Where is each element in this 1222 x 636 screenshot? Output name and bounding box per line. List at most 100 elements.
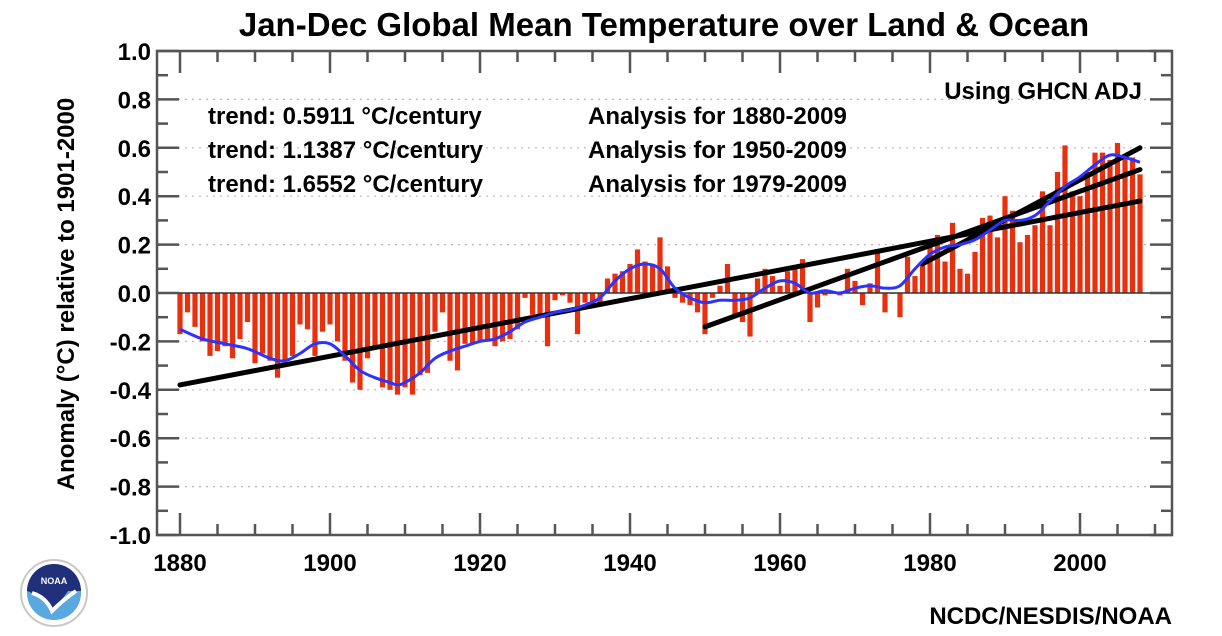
bar-1998 bbox=[1062, 145, 1068, 293]
bar-1900 bbox=[327, 293, 333, 325]
bar-1940 bbox=[627, 263, 633, 293]
bar-1956 bbox=[747, 293, 753, 337]
bar-1880 bbox=[177, 293, 183, 335]
bar-1919 bbox=[469, 293, 476, 344]
bar-2005 bbox=[1114, 142, 1121, 293]
bar-1915 bbox=[439, 293, 446, 313]
trend-annotations: trend: 0.5911 °C/century Analysis for 18… bbox=[208, 103, 847, 198]
logo-text: NOAA bbox=[41, 576, 68, 586]
bar-1983 bbox=[949, 222, 956, 293]
bar-1965 bbox=[814, 293, 821, 308]
bar-1946 bbox=[672, 293, 678, 298]
y-tick-label: -0.6 bbox=[110, 426, 151, 453]
y-tick-label: -0.4 bbox=[110, 378, 152, 405]
bar-1962 bbox=[792, 268, 798, 293]
bar-2004 bbox=[1107, 159, 1113, 293]
bar-1949 bbox=[694, 293, 701, 313]
bar-1997 bbox=[1054, 172, 1061, 293]
bar-1976 bbox=[897, 293, 903, 318]
bar-1994 bbox=[1032, 225, 1038, 293]
y-tick-label: 0.4 bbox=[118, 184, 152, 211]
bar-1986 bbox=[972, 251, 978, 293]
bar-1902 bbox=[342, 293, 348, 361]
bar-1980 bbox=[927, 247, 933, 293]
bar-1996 bbox=[1047, 225, 1053, 293]
bar-1938 bbox=[612, 273, 618, 293]
bar-2003 bbox=[1099, 152, 1106, 293]
noaa-logo: NOAA bbox=[20, 559, 88, 627]
y-tick-label: -0.2 bbox=[110, 329, 151, 356]
axis-ticks bbox=[157, 49, 1172, 537]
bar-2008 bbox=[1137, 174, 1143, 293]
analysis-label-1979: Analysis for 1979-2009 bbox=[588, 171, 847, 198]
bar-1973 bbox=[874, 251, 881, 293]
bar-1911 bbox=[409, 293, 416, 395]
x-tick-label: 1900 bbox=[303, 550, 356, 577]
bar-1927 bbox=[529, 293, 536, 315]
bar-1937 bbox=[604, 278, 611, 293]
bar-1888 bbox=[237, 293, 243, 339]
bar-1883 bbox=[199, 293, 206, 342]
bar-1943 bbox=[649, 263, 656, 293]
bar-1966 bbox=[822, 293, 828, 296]
trend-label-1950: trend: 1.1387 °C/century bbox=[208, 137, 484, 164]
bar-1920 bbox=[477, 293, 483, 342]
bar-1929 bbox=[544, 293, 551, 347]
bar-1897 bbox=[304, 293, 311, 330]
bar-1950 bbox=[702, 293, 708, 335]
bar-1918 bbox=[462, 293, 468, 344]
bar-1952 bbox=[717, 285, 723, 293]
bar-1928 bbox=[537, 293, 543, 315]
bar-1891 bbox=[259, 293, 266, 354]
bar-1982 bbox=[942, 261, 948, 293]
bar-1901 bbox=[334, 293, 341, 342]
bar-1884 bbox=[207, 293, 213, 356]
bar-2002 bbox=[1092, 152, 1098, 293]
bar-1974 bbox=[882, 293, 888, 313]
bar-1882 bbox=[192, 293, 198, 327]
bar-1893 bbox=[274, 293, 281, 378]
y-tick-labels: 1.0 0.8 0.6 0.4 0.2 0.0 -0.2 -0.4 -0.6 -0.8 -1.0 bbox=[110, 39, 152, 550]
y-tick-label: 0.6 bbox=[118, 136, 151, 163]
bar-1907 bbox=[379, 293, 386, 388]
chart-title: Jan-Dec Global Mean Temperature over Lan… bbox=[239, 6, 1089, 43]
bar-1908 bbox=[387, 293, 393, 390]
bar-1896 bbox=[297, 293, 303, 325]
bar-1977 bbox=[904, 256, 911, 293]
credit-text: NCDC/NESDIS/NOAA bbox=[929, 603, 1172, 630]
bar-1913 bbox=[424, 293, 431, 373]
bar-1932 bbox=[567, 293, 573, 303]
bar-1978 bbox=[912, 276, 918, 293]
bar-1954 bbox=[732, 293, 738, 315]
bar-2007 bbox=[1129, 157, 1136, 293]
bar-1934 bbox=[582, 293, 588, 303]
bar-1887 bbox=[229, 293, 236, 359]
bar-1899 bbox=[319, 293, 326, 332]
bar-1885 bbox=[214, 293, 221, 352]
bar-1886 bbox=[222, 293, 228, 347]
bar-1969 bbox=[844, 268, 851, 293]
bar-1960 bbox=[777, 285, 783, 293]
bar-1955 bbox=[739, 293, 746, 323]
x-tick-label: 2000 bbox=[1053, 550, 1106, 577]
dataset-note: Using GHCN ADJ bbox=[944, 78, 1142, 105]
x-tick-label: 1980 bbox=[903, 550, 956, 577]
bar-1964 bbox=[807, 293, 813, 323]
trend-label-1979: trend: 1.6552 °C/century bbox=[208, 171, 484, 198]
trend-line-1950-2009 bbox=[702, 167, 1143, 330]
bar-1984 bbox=[957, 268, 963, 293]
bar-1935 bbox=[589, 293, 596, 303]
bar-1906 bbox=[372, 293, 378, 347]
bar-1979 bbox=[919, 263, 926, 293]
analysis-label-1880: Analysis for 1880-2009 bbox=[588, 103, 847, 130]
bar-1922 bbox=[492, 293, 498, 347]
bar-1889 bbox=[244, 293, 251, 323]
x-tick-labels: 1880 1900 1920 1940 1960 1980 2000 bbox=[153, 550, 1106, 577]
bar-1988 bbox=[987, 215, 993, 293]
trend-label-1880: trend: 0.5911 °C/century bbox=[208, 103, 482, 130]
analysis-label-1950: Analysis for 1950-2009 bbox=[588, 137, 847, 164]
bar-1963 bbox=[799, 259, 806, 293]
bar-1991 bbox=[1009, 210, 1016, 293]
bar-1944 bbox=[657, 237, 663, 293]
